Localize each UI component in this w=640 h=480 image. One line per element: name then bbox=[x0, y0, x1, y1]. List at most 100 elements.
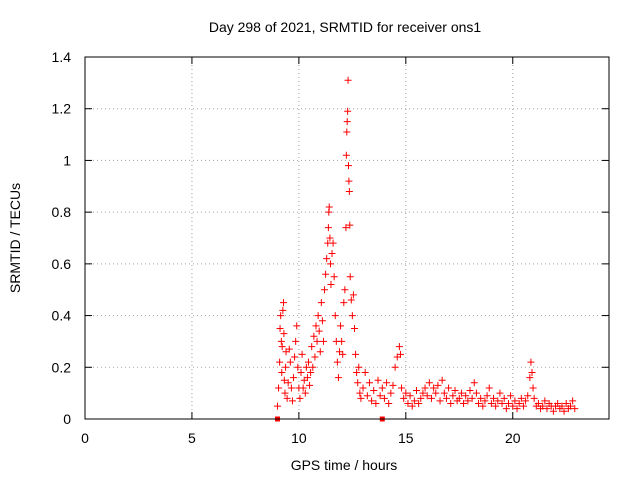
data-point bbox=[316, 348, 324, 356]
data-point bbox=[353, 368, 361, 376]
data-point bbox=[294, 363, 302, 371]
data-point bbox=[291, 353, 299, 361]
data-point bbox=[328, 250, 336, 258]
data-point bbox=[419, 389, 427, 397]
data-point bbox=[421, 384, 429, 392]
data-point bbox=[301, 389, 309, 397]
data-point bbox=[349, 291, 357, 299]
data-point bbox=[410, 397, 418, 405]
data-point bbox=[337, 322, 345, 330]
data-point bbox=[528, 368, 536, 376]
data-point bbox=[383, 379, 391, 387]
data-point bbox=[492, 402, 500, 410]
data-point bbox=[430, 384, 438, 392]
data-points bbox=[273, 76, 579, 415]
data-point bbox=[464, 397, 472, 405]
data-point bbox=[436, 397, 444, 405]
data-point bbox=[352, 350, 360, 358]
data-point bbox=[350, 325, 358, 332]
data-point bbox=[558, 402, 566, 410]
data-point bbox=[327, 260, 335, 268]
data-point bbox=[406, 392, 414, 400]
data-point bbox=[378, 384, 386, 392]
data-point bbox=[423, 392, 431, 400]
data-point bbox=[504, 399, 512, 407]
data-point bbox=[562, 399, 570, 407]
data-point bbox=[284, 379, 292, 387]
data-point bbox=[355, 363, 363, 371]
data-point bbox=[342, 151, 350, 159]
data-point bbox=[334, 374, 342, 382]
data-point bbox=[417, 394, 425, 402]
y-tick-label: 0.2 bbox=[52, 359, 72, 375]
data-point bbox=[357, 394, 365, 402]
data-point bbox=[447, 399, 455, 407]
data-point bbox=[402, 389, 410, 397]
y-tick-label: 1.4 bbox=[52, 49, 72, 65]
data-point bbox=[372, 399, 380, 407]
data-point bbox=[519, 402, 527, 410]
data-point bbox=[281, 389, 289, 397]
data-point bbox=[466, 387, 474, 395]
data-point bbox=[275, 384, 283, 392]
data-point bbox=[571, 405, 579, 413]
data-point bbox=[451, 387, 459, 395]
data-point bbox=[549, 407, 557, 415]
data-point bbox=[398, 384, 406, 392]
grid-lines bbox=[85, 57, 609, 419]
data-point bbox=[472, 389, 480, 397]
data-point bbox=[361, 368, 369, 376]
data-point bbox=[345, 177, 353, 185]
data-point bbox=[404, 399, 412, 407]
data-point bbox=[391, 363, 399, 371]
data-point bbox=[285, 345, 293, 353]
data-point bbox=[326, 234, 334, 242]
data-point bbox=[515, 399, 523, 407]
data-point bbox=[279, 299, 287, 307]
data-point bbox=[310, 332, 318, 340]
data-point bbox=[494, 397, 502, 405]
data-point bbox=[376, 392, 384, 400]
data-point bbox=[307, 368, 315, 376]
y-tick-label: 0 bbox=[63, 411, 71, 427]
y-tick-label: 0.4 bbox=[52, 308, 72, 324]
data-point bbox=[276, 325, 284, 332]
data-point bbox=[496, 389, 504, 397]
data-point bbox=[385, 399, 393, 407]
data-point bbox=[329, 239, 337, 247]
data-point bbox=[470, 379, 478, 387]
x-tick-label: 10 bbox=[291, 430, 307, 446]
x-tick-label: 20 bbox=[505, 430, 521, 446]
data-point bbox=[282, 363, 290, 371]
data-point bbox=[479, 402, 487, 410]
y-tick-label: 0.6 bbox=[52, 256, 72, 272]
data-point bbox=[396, 350, 404, 358]
data-point bbox=[283, 394, 291, 402]
data-point bbox=[387, 389, 395, 397]
data-point bbox=[280, 376, 288, 384]
data-point bbox=[296, 394, 304, 402]
data-point bbox=[309, 363, 317, 371]
data-point bbox=[475, 399, 483, 407]
y-axis-label: SRMTID / TECUs bbox=[7, 183, 23, 293]
data-point bbox=[380, 394, 388, 402]
data-point bbox=[277, 312, 285, 320]
data-point bbox=[487, 399, 495, 407]
data-point bbox=[413, 387, 421, 395]
data-point bbox=[279, 306, 287, 314]
data-point bbox=[560, 407, 568, 415]
data-point bbox=[302, 363, 310, 371]
data-point bbox=[365, 379, 373, 387]
data-point bbox=[374, 376, 382, 384]
data-point bbox=[305, 358, 313, 366]
data-point bbox=[278, 343, 286, 351]
data-point bbox=[460, 399, 468, 407]
data-point bbox=[522, 397, 530, 405]
data-point bbox=[462, 392, 470, 400]
data-point bbox=[288, 397, 296, 405]
data-point bbox=[324, 224, 332, 232]
data-point bbox=[346, 221, 354, 229]
data-point bbox=[290, 374, 298, 382]
data-point bbox=[457, 389, 465, 397]
data-point bbox=[344, 162, 352, 170]
